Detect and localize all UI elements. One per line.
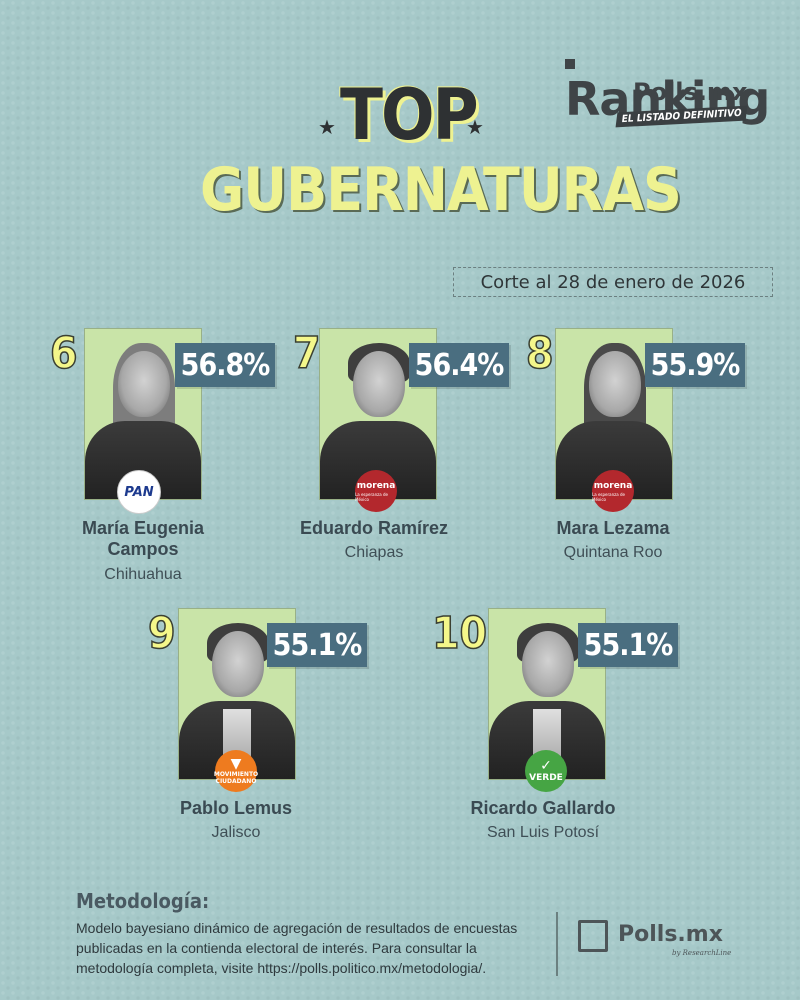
rank-number: 9 [147, 608, 176, 659]
percentage-badge: 55.9% [645, 343, 745, 387]
party-label: VERDE [529, 773, 563, 783]
ranking-polls-logo: Ranking Polls.mx EL LISTADO DEFINITIVO [565, 30, 775, 130]
candidate-card: 6 56.8% PAN María Eugenia Campos Chihuah… [40, 322, 280, 583]
candidate-state: San Luis Potosí [486, 824, 600, 841]
star-icon: ★ [466, 117, 484, 139]
eagle-icon: ▼ [230, 756, 242, 772]
candidate-name: Mara Lezama [556, 518, 670, 538]
candidate-card: 10 55.1% ✓ VERDE Ricardo Gallardo San Lu… [430, 602, 678, 862]
page-title: GUBERNATURAS [200, 155, 682, 225]
brand-polls-text: Polls.mx [633, 78, 748, 106]
party-sublabel: La esperanza de México [355, 491, 388, 502]
candidate-card: 9 55.1% ▼ MOVIMIENTO CIUDADANO Pablo Lem… [140, 602, 380, 862]
footer-divider [556, 912, 558, 976]
party-label-top: MOVIMIENTO [213, 771, 259, 778]
star-icon: ★ [318, 117, 336, 139]
cutoff-date: Corte al 28 de enero de 2026 [453, 267, 773, 297]
percentage-badge: 55.1% [267, 623, 367, 667]
percentage-badge: 56.8% [175, 343, 275, 387]
candidate-state: Chihuahua [104, 566, 182, 583]
party-label-bottom: CIUDADANO [215, 778, 257, 785]
polls-mx-footer-logo: Polls.mx by ResearchLine [578, 918, 748, 962]
candidate-state: Quintana Roo [563, 544, 663, 561]
candidate-name-line1: María Eugenia [81, 518, 205, 538]
candidate-name: Pablo Lemus [179, 798, 293, 818]
candidate-card: 8 55.9% morena La esperanza de México Ma… [522, 322, 762, 582]
party-sublabel: La esperanza de México [592, 491, 625, 502]
candidate-state: Chiapas [344, 544, 404, 561]
party-label: morena [356, 480, 396, 491]
rank-number: 10 [431, 608, 488, 659]
brand-dot-icon [565, 59, 575, 69]
pan-party-icon: PAN [117, 470, 161, 514]
title-top: TOP [340, 74, 479, 156]
footer-logo-subtext: by ResearchLine [672, 949, 732, 957]
rank-number: 7 [292, 328, 321, 379]
candidate-name: Eduardo Ramírez [299, 518, 449, 538]
morena-party-icon: morena La esperanza de México [592, 470, 634, 512]
candidate-state: Jalisco [211, 824, 261, 841]
head-shape [522, 631, 574, 697]
head-shape [118, 351, 170, 417]
methodology-title: Metodología: [76, 889, 210, 913]
chart-box-icon [578, 920, 608, 952]
candidate-card: 7 56.4% morena La esperanza de México Ed… [283, 322, 523, 582]
rank-number: 8 [525, 328, 554, 379]
footer-logo-text: Polls.mx [618, 922, 723, 947]
head-shape [212, 631, 264, 697]
methodology-body: Modelo bayesiano dinámico de agregación … [76, 920, 518, 976]
rank-number: 6 [49, 328, 78, 379]
party-label: morena [593, 480, 633, 491]
verde-party-icon: ✓ VERDE [525, 750, 567, 792]
percentage-badge: 55.1% [578, 623, 678, 667]
candidate-name-line2: Campos [107, 539, 179, 559]
morena-party-icon: morena La esperanza de México [355, 470, 397, 512]
movimiento-ciudadano-party-icon: ▼ MOVIMIENTO CIUDADANO [213, 750, 259, 792]
toucan-v-icon: ✓ [540, 758, 552, 774]
candidate-name: Ricardo Gallardo [470, 798, 616, 818]
head-shape [589, 351, 641, 417]
party-label: PAN [124, 484, 154, 500]
candidate-name: María Eugenia Campos [23, 518, 263, 560]
percentage-badge: 56.4% [409, 343, 509, 387]
head-shape [353, 351, 405, 417]
